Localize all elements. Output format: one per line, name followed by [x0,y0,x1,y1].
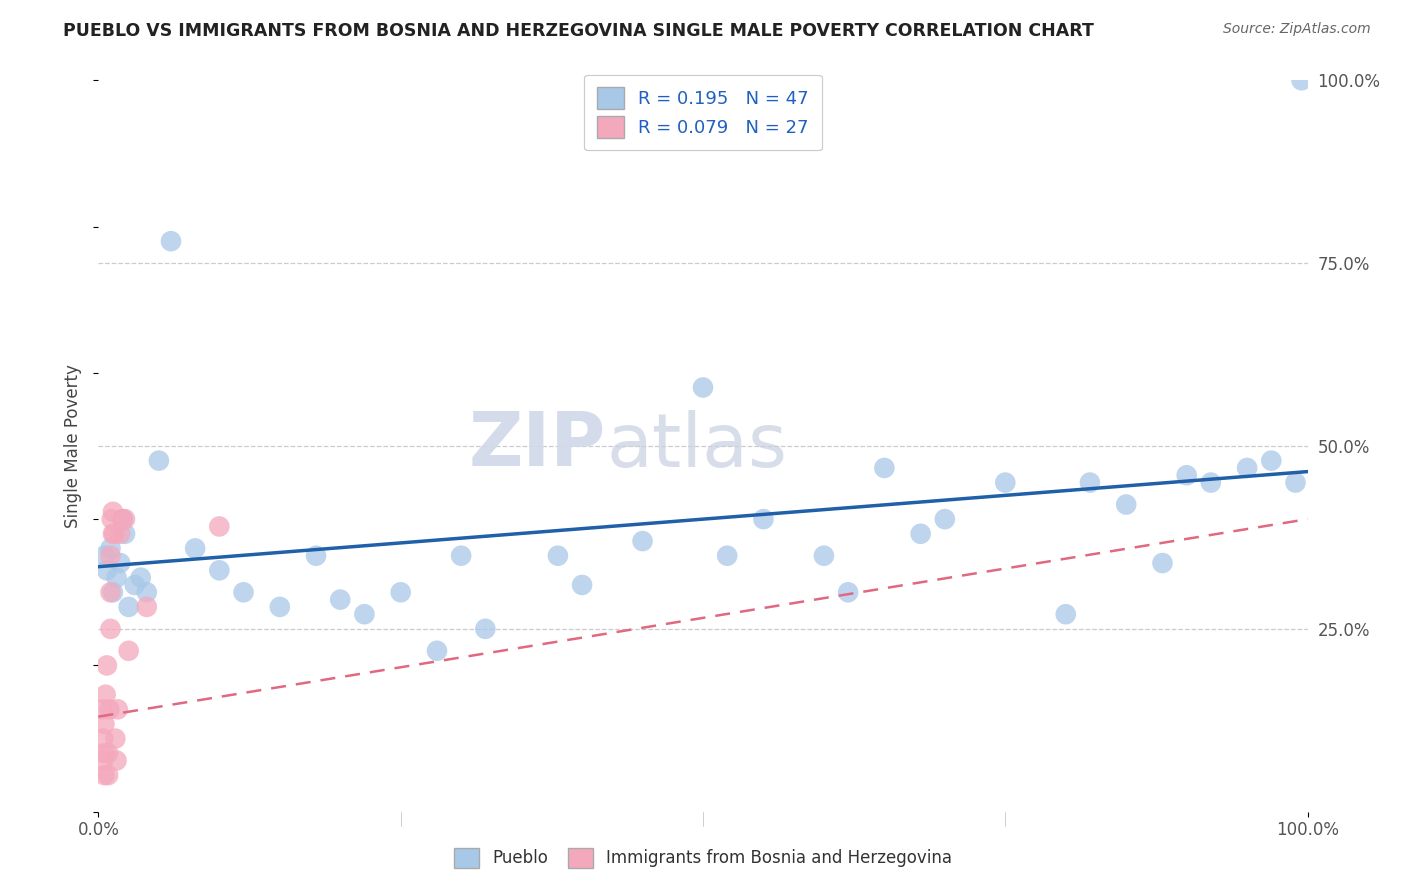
Point [100,541,122,556]
Point [450,549,472,563]
Point [101,526,124,541]
Point [93,549,115,563]
Point [118,599,141,614]
Point [1175,468,1198,483]
Point [716,549,738,563]
Point [114,512,136,526]
Point [107,702,129,716]
Point [111,512,134,526]
Point [96,563,118,577]
Point [93,768,115,782]
Point [547,549,569,563]
Point [129,571,152,585]
Point [97,746,120,760]
Text: Source: ZipAtlas.com: Source: ZipAtlas.com [1223,22,1371,37]
Legend: Pueblo, Immigrants from Bosnia and Herzegovina: Pueblo, Immigrants from Bosnia and Herze… [447,841,959,875]
Y-axis label: Single Male Poverty: Single Male Poverty [65,364,83,528]
Point [1115,498,1137,512]
Point [631,534,654,549]
Point [97,768,120,782]
Point [135,599,157,614]
Point [160,234,183,248]
Point [100,549,122,563]
Point [124,578,146,592]
Point [571,578,593,592]
Point [93,746,115,760]
Point [94,688,117,702]
Point [837,585,859,599]
Point [269,599,291,614]
Point [1236,461,1258,475]
Legend: R = 0.195   N = 47, R = 0.079   N = 27: R = 0.195 N = 47, R = 0.079 N = 27 [585,75,821,151]
Point [93,717,115,731]
Point [752,512,775,526]
Point [100,585,122,599]
Point [114,526,136,541]
Point [91,754,114,768]
Text: PUEBLO VS IMMIGRANTS FROM BOSNIA AND HERZEGOVINA SINGLE MALE POVERTY CORRELATION: PUEBLO VS IMMIGRANTS FROM BOSNIA AND HER… [63,22,1094,40]
Point [232,585,254,599]
Point [389,585,412,599]
Point [1284,475,1306,490]
Point [91,731,114,746]
Point [111,512,134,526]
Point [108,526,131,541]
Point [1291,73,1313,87]
Point [1199,475,1222,490]
Point [426,644,449,658]
Point [994,475,1017,490]
Point [692,380,714,394]
Point [1152,556,1174,570]
Text: atlas: atlas [606,409,787,483]
Point [1078,475,1101,490]
Point [353,607,375,622]
Point [103,526,125,541]
Point [1054,607,1077,622]
Point [118,644,141,658]
Point [105,571,128,585]
Point [329,592,352,607]
Point [305,549,328,563]
Point [1260,453,1282,467]
Point [934,512,956,526]
Point [96,658,118,673]
Point [98,702,121,716]
Text: ZIP: ZIP [470,409,606,483]
Point [101,505,124,519]
Point [108,556,131,570]
Point [91,702,114,716]
Point [873,461,896,475]
Point [101,585,124,599]
Point [208,519,231,533]
Point [100,512,122,526]
Point [813,549,835,563]
Point [104,731,127,746]
Point [474,622,496,636]
Point [208,563,231,577]
Point [135,585,157,599]
Point [910,526,932,541]
Point [184,541,207,556]
Point [148,453,170,467]
Point [100,622,122,636]
Point [105,754,128,768]
